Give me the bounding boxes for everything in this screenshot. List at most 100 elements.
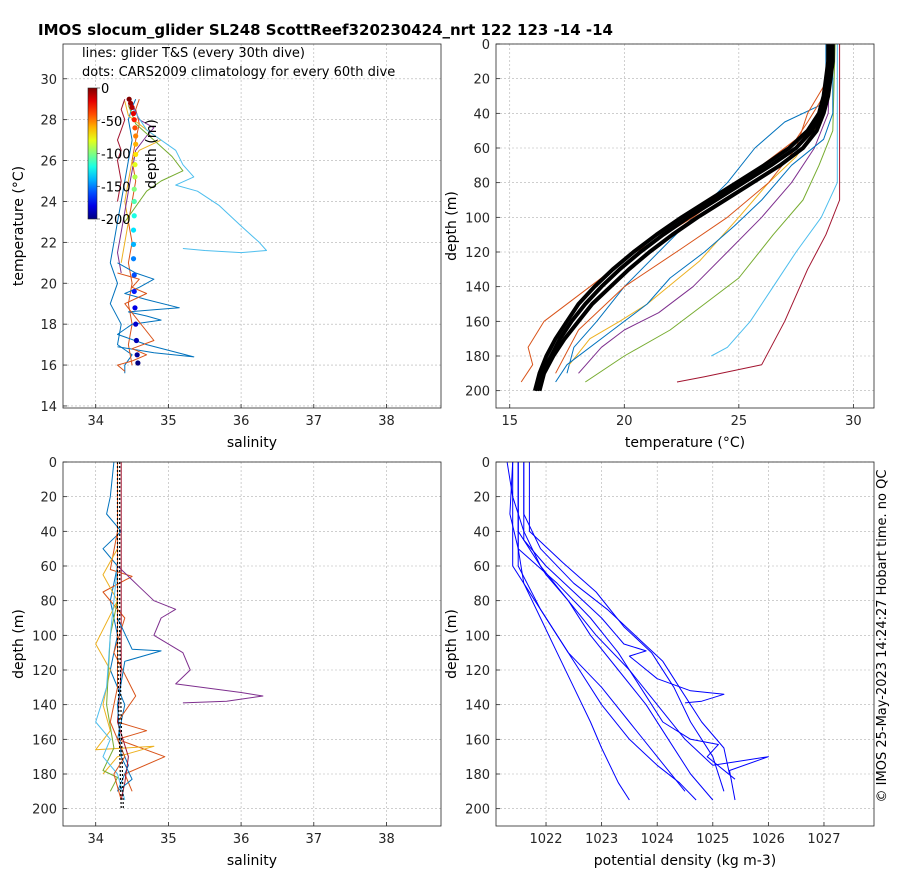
series-line (555, 44, 831, 374)
climatology-line (116, 462, 122, 809)
x-tick-label: 30 (845, 414, 862, 429)
series-line (512, 462, 697, 801)
climatology-dot (129, 104, 135, 110)
x-tick-label: 35 (160, 414, 177, 429)
panel-salinity-depth: 34 35 36 37 38 0 20 40 60 80 100 120 140 160 180 200 sal… (11, 456, 442, 869)
x-tick-label: 1025 (696, 832, 729, 847)
axes-frame (495, 43, 875, 409)
x-axis-label: salinity (227, 435, 277, 451)
y-tick-label: 26 (40, 155, 57, 170)
plot-series (506, 462, 769, 801)
panel-ts: 34 35 36 37 38 14 16 18 20 22 24 26 28 30 salinity temp… (11, 43, 442, 451)
climatology-dot (130, 256, 137, 262)
copyright-note: © IMOS 25-May-2023 14:24:27 Hobart time.… (875, 470, 890, 803)
y-tick-label: 180 (32, 768, 57, 783)
y-tick-label: 140 (32, 699, 57, 714)
series-line (117, 99, 126, 202)
y-tick-label: 14 (40, 400, 57, 415)
x-tick-label: 1027 (807, 832, 840, 847)
series-line (117, 103, 155, 274)
colorbar-tick-label: 0 (101, 82, 109, 97)
axes-frame (62, 43, 442, 409)
x-tick-label: 38 (378, 832, 395, 847)
x-tick-label: 34 (87, 832, 104, 847)
y-tick-label: 200 (465, 385, 490, 400)
climatology-dot (133, 133, 139, 139)
series-line (117, 462, 264, 704)
series-line (517, 462, 686, 792)
climatology-dot (133, 151, 139, 158)
climatology-dot (130, 110, 137, 117)
x-tick-label: 36 (233, 414, 250, 429)
y-tick-label: 40 (40, 525, 57, 540)
y-tick-label: 200 (465, 803, 490, 818)
legend-note: dots: CARS2009 climatology for every 60t… (82, 65, 395, 80)
y-tick-label: 22 (40, 236, 57, 251)
y-tick-label: 140 (465, 699, 490, 714)
x-axis-label: salinity (227, 853, 277, 869)
climatology-dot (132, 162, 138, 168)
series-line (102, 462, 118, 792)
climatology-dot (135, 360, 141, 366)
colorbar-label: depth (m) (144, 119, 160, 189)
y-axis-label: depth (m) (11, 609, 27, 679)
y-tick-label: 20 (473, 73, 490, 88)
plot-series (109, 96, 267, 374)
y-tick-label: 0 (482, 38, 490, 53)
series-line (676, 44, 841, 383)
climatology-dot (134, 352, 140, 358)
x-tick-label: 37 (306, 832, 323, 847)
y-tick-label: 20 (40, 491, 57, 506)
climatology-dot (130, 227, 137, 233)
y-tick-label: 120 (465, 246, 490, 261)
climatology-dot (126, 96, 132, 102)
climatology-dot (133, 141, 139, 147)
climatology-line (537, 44, 835, 392)
x-tick-label: 1023 (585, 832, 618, 847)
climatology-line (119, 462, 124, 809)
y-tick-label: 20 (473, 491, 490, 506)
y-tick-label: 140 (465, 281, 490, 296)
climatology-line (532, 44, 831, 392)
y-tick-label: 100 (465, 211, 490, 226)
series-line (520, 44, 829, 383)
x-tick-label: 1026 (752, 832, 785, 847)
climatology-dot (131, 213, 137, 219)
y-tick-label: 120 (32, 664, 57, 679)
series-line (578, 44, 831, 374)
y-tick-label: 160 (32, 733, 57, 748)
x-axis-label: potential density (kg m-3) (594, 853, 776, 869)
legend-note: lines: glider T&S (every 30th dive) (82, 46, 305, 61)
plot-series (520, 44, 841, 392)
x-axis-label: temperature (°C) (625, 435, 745, 451)
series-line (509, 462, 630, 801)
y-tick-label: 0 (482, 456, 490, 471)
y-tick-label: 0 (49, 456, 57, 471)
y-tick-label: 200 (32, 803, 57, 818)
climatology-dot (132, 174, 138, 180)
panel-temperature-depth: 15 20 25 30 0 20 40 60 80 100 120 140 160 180 200 tempe… (444, 38, 875, 451)
axes-frame (495, 461, 875, 827)
y-tick-label: 80 (473, 177, 490, 192)
y-axis-label: temperature (°C) (11, 166, 27, 286)
series-line (711, 44, 838, 357)
climatology-dot (133, 337, 140, 344)
y-tick-label: 80 (473, 595, 490, 610)
x-tick-label: 38 (378, 414, 395, 429)
x-tick-label: 34 (87, 414, 104, 429)
climatology-dot (131, 117, 137, 123)
x-tick-label: 1022 (529, 832, 562, 847)
climatology-dot (132, 125, 138, 131)
climatology-dot (131, 288, 137, 295)
climatology-dot (131, 272, 137, 278)
series-line (124, 105, 184, 223)
climatology-dot (131, 186, 137, 192)
series-line (517, 462, 736, 780)
y-tick-label: 180 (465, 768, 490, 783)
series-line (117, 262, 195, 358)
x-tick-label: 25 (731, 414, 748, 429)
y-tick-label: 100 (465, 629, 490, 644)
figure-title: IMOS slocum_glider SL248 ScottReef320230… (38, 21, 613, 39)
climatology-dot (132, 305, 138, 311)
